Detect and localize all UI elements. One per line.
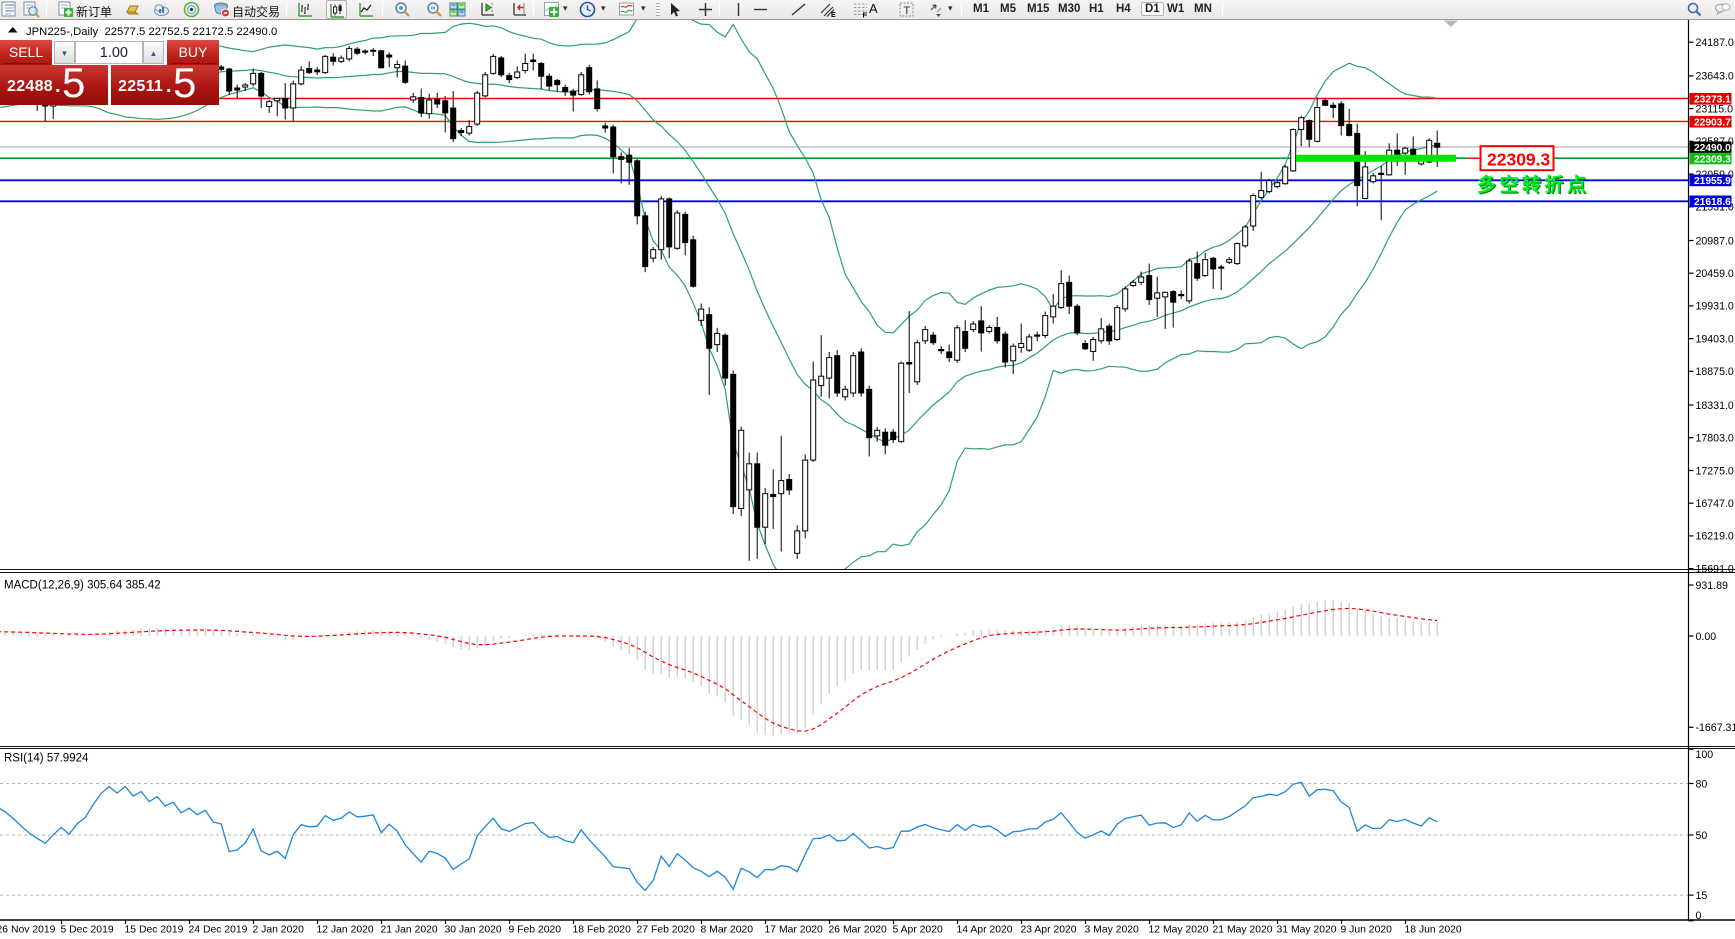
svg-text:20987.0: 20987.0 bbox=[1696, 235, 1734, 247]
svg-text:JPN225-,Daily 22577.5 22752.5: JPN225-,Daily 22577.5 22752.5 22172.5 22… bbox=[26, 26, 277, 38]
svg-text:2 Jan 2020: 2 Jan 2020 bbox=[253, 925, 305, 936]
svg-text:20459.0: 20459.0 bbox=[1696, 268, 1734, 280]
svg-text:21955.9: 21955.9 bbox=[1694, 176, 1731, 187]
svg-text:8 Mar 2020: 8 Mar 2020 bbox=[701, 925, 754, 936]
svg-text:-1667.31: -1667.31 bbox=[1696, 722, 1735, 734]
svg-text:23 Apr 2020: 23 Apr 2020 bbox=[1021, 925, 1077, 936]
svg-text:5 Apr 2020: 5 Apr 2020 bbox=[893, 925, 943, 936]
svg-text:9 Feb 2020: 9 Feb 2020 bbox=[509, 925, 562, 936]
svg-text:24 Dec 2019: 24 Dec 2019 bbox=[189, 925, 248, 936]
svg-text:14 Apr 2020: 14 Apr 2020 bbox=[957, 925, 1013, 936]
svg-text:15691.0: 15691.0 bbox=[1696, 563, 1734, 575]
svg-text:F: F bbox=[863, 11, 868, 19]
svg-text:50: 50 bbox=[1696, 830, 1708, 842]
svg-text:21618.6: 21618.6 bbox=[1694, 197, 1731, 208]
svg-text:23273.1: 23273.1 bbox=[1694, 95, 1731, 106]
svg-text:24187.0: 24187.0 bbox=[1696, 37, 1734, 49]
svg-text:931.89: 931.89 bbox=[1696, 580, 1729, 592]
svg-text:22490.0: 22490.0 bbox=[1694, 143, 1731, 154]
svg-text:31 May 2020: 31 May 2020 bbox=[1277, 925, 1337, 936]
svg-text:18875.0: 18875.0 bbox=[1696, 366, 1734, 378]
svg-text:17 Mar 2020: 17 Mar 2020 bbox=[765, 925, 824, 936]
svg-text:5 Dec 2019: 5 Dec 2019 bbox=[61, 925, 114, 936]
svg-text:17275.0: 17275.0 bbox=[1696, 465, 1734, 477]
svg-text:15: 15 bbox=[1696, 890, 1708, 902]
svg-text:0.00: 0.00 bbox=[1696, 631, 1717, 643]
svg-text:16219.0: 16219.0 bbox=[1696, 531, 1734, 543]
svg-text:16747.0: 16747.0 bbox=[1696, 498, 1734, 510]
svg-text:80: 80 bbox=[1696, 779, 1708, 791]
svg-text:22309.3: 22309.3 bbox=[1487, 150, 1551, 170]
svg-text:21 May 2020: 21 May 2020 bbox=[1213, 925, 1273, 936]
svg-text:100: 100 bbox=[1696, 749, 1714, 761]
svg-text:多空转折点: 多空转折点 bbox=[1477, 173, 1590, 196]
svg-text:18331.0: 18331.0 bbox=[1696, 400, 1734, 412]
svg-text:3 May 2020: 3 May 2020 bbox=[1085, 925, 1140, 936]
svg-text:E: E bbox=[831, 12, 836, 18]
svg-text:12 Jan 2020: 12 Jan 2020 bbox=[317, 925, 374, 936]
svg-text:15 Dec 2019: 15 Dec 2019 bbox=[125, 925, 184, 936]
svg-text:23643.0: 23643.0 bbox=[1696, 71, 1734, 83]
svg-text:22903.7: 22903.7 bbox=[1694, 118, 1731, 129]
svg-text:21 Jan 2020: 21 Jan 2020 bbox=[381, 925, 438, 936]
svg-text:27 Feb 2020: 27 Feb 2020 bbox=[637, 925, 696, 936]
svg-text:19403.0: 19403.0 bbox=[1696, 333, 1734, 345]
svg-text:MACD(12,26,9) 305.64 385.42: MACD(12,26,9) 305.64 385.42 bbox=[4, 580, 161, 592]
svg-text:17803.0: 17803.0 bbox=[1696, 433, 1734, 445]
svg-text:23115.0: 23115.0 bbox=[1696, 103, 1734, 115]
svg-text:T: T bbox=[904, 5, 911, 17]
svg-text:18 Jun 2020: 18 Jun 2020 bbox=[1405, 925, 1462, 936]
svg-text:9 Jun 2020: 9 Jun 2020 bbox=[1341, 925, 1393, 936]
svg-text:26 Mar 2020: 26 Mar 2020 bbox=[829, 925, 888, 936]
svg-text:22309.3: 22309.3 bbox=[1694, 154, 1731, 165]
svg-text:18 Feb 2020: 18 Feb 2020 bbox=[573, 925, 632, 936]
svg-text:30 Jan 2020: 30 Jan 2020 bbox=[445, 925, 502, 936]
svg-text:19931.0: 19931.0 bbox=[1696, 301, 1734, 313]
svg-text:0: 0 bbox=[1696, 910, 1702, 922]
svg-text:RSI(14) 57.9924: RSI(14) 57.9924 bbox=[4, 753, 89, 765]
svg-text:12 May 2020: 12 May 2020 bbox=[1149, 925, 1209, 936]
svg-text:26 Nov 2019: 26 Nov 2019 bbox=[0, 925, 56, 936]
